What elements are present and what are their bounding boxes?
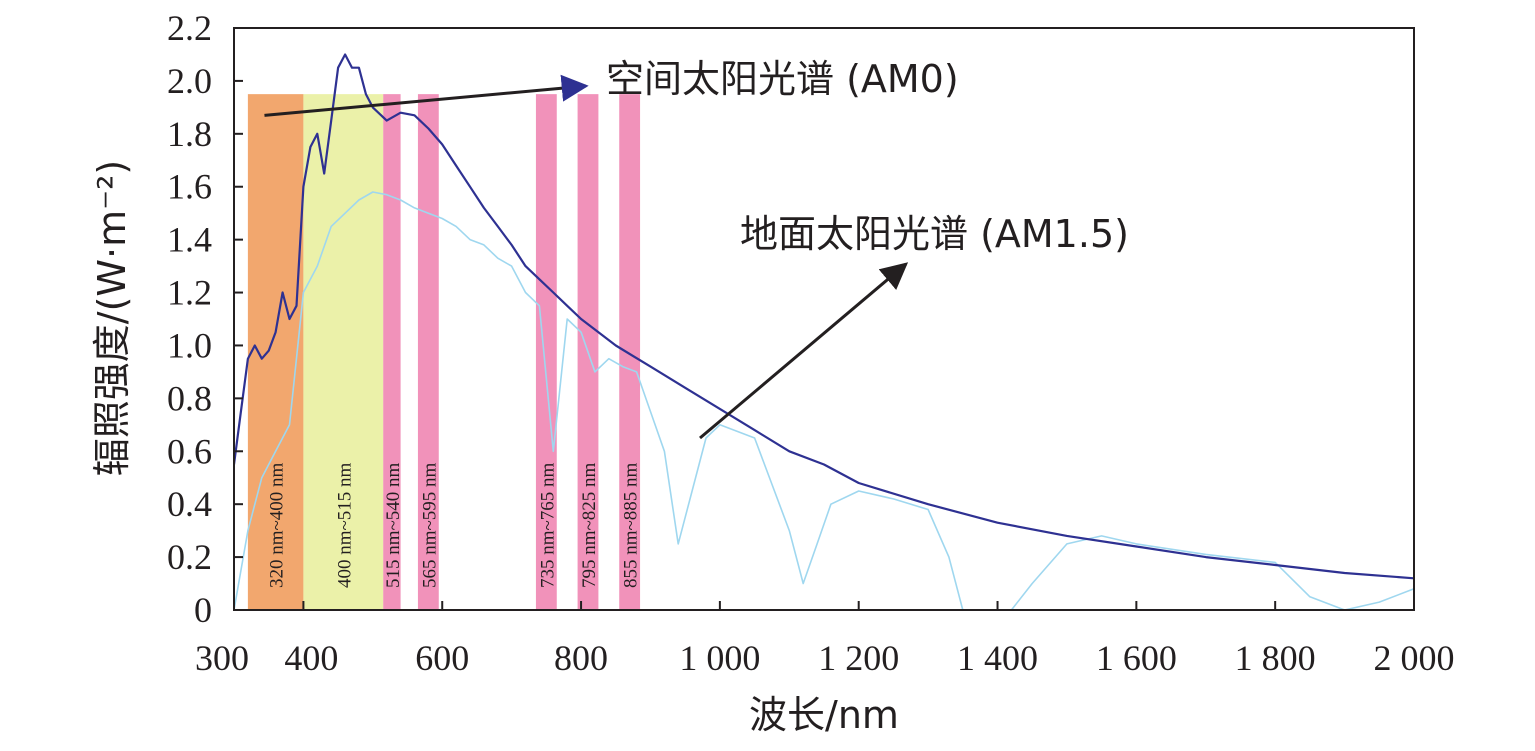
band-label-2: 400 nm~515 nm — [334, 462, 355, 588]
y-tick-label: 0.2 — [167, 537, 212, 577]
am0-arrow — [264, 74, 589, 117]
am15-arrow — [699, 262, 909, 440]
x-tick-label: 1 000 — [679, 638, 760, 678]
band-label-3: 515 nm~540 nm — [383, 462, 404, 588]
y-tick-label: 2.2 — [167, 8, 212, 48]
x-tick-label: 2 000 — [1374, 638, 1455, 678]
x-tick-label: 600 — [415, 638, 469, 678]
x-tick-label: 1 800 — [1235, 638, 1316, 678]
y-tick-label: 1.0 — [167, 325, 212, 365]
y-axis: 0 0.2 0.4 0.6 0.8 1.0 1.2 1.4 1.6 1.8 2.0 2.2 — [167, 8, 243, 630]
band-2 — [303, 94, 384, 610]
band-5 — [535, 94, 557, 610]
spectrum-series — [234, 53, 1414, 610]
am15-annotation: 地面太阳光谱 (AM1.5) — [740, 212, 1129, 256]
am0-annotation: 空间太阳光谱 (AM0) — [606, 57, 959, 101]
x-tick-label: 800 — [554, 638, 608, 678]
y-tick-label: 0.4 — [167, 484, 212, 524]
x-tick-label: 300 — [195, 638, 249, 678]
band-label-1: 320 nm~400 nm — [267, 462, 288, 588]
y-tick-label: 1.8 — [167, 114, 212, 154]
band-7 — [619, 94, 641, 610]
x-tick-label: 1 600 — [1096, 638, 1177, 678]
band-3 — [383, 94, 401, 610]
y-tick-label: 1.2 — [167, 273, 212, 313]
band-label-5: 735 nm~765 nm — [537, 462, 558, 588]
y-tick-label: 0 — [194, 590, 212, 630]
x-axis: 300 400 600 800 1 000 1 200 1 400 1 600 1 800 2 0… — [195, 601, 1455, 678]
annotations: 空间太阳光谱 (AM0) 地面太阳光谱 (AM1.5) — [264, 57, 1129, 440]
plot-frame — [233, 27, 1415, 611]
y-tick-label: 0.8 — [167, 378, 212, 418]
wavelength-bands: 320 nm~400 nm 400 nm~515 nm 515 nm~540 nm 5… — [247, 94, 642, 610]
band-label-4: 565 nm~595 nm — [419, 462, 440, 588]
y-tick-label: 1.6 — [167, 167, 212, 207]
series-am15-line — [234, 191, 1414, 610]
y-tick-label: 2.0 — [167, 61, 212, 101]
x-tick-label: 400 — [284, 638, 338, 678]
band-label-7: 855 nm~885 nm — [621, 462, 642, 588]
x-axis-label: 波长/nm — [749, 693, 899, 737]
y-axis-label: 辐照强度/(W·m⁻²) — [90, 160, 134, 476]
band-label-6: 795 nm~825 nm — [579, 462, 600, 588]
y-tick-label: 1.4 — [167, 220, 212, 260]
x-tick-label: 1 200 — [818, 638, 899, 678]
series-am0-line — [234, 53, 1414, 580]
x-tick-label: 1 400 — [957, 638, 1038, 678]
band-4 — [417, 94, 439, 610]
y-tick-label: 0.6 — [167, 431, 212, 471]
